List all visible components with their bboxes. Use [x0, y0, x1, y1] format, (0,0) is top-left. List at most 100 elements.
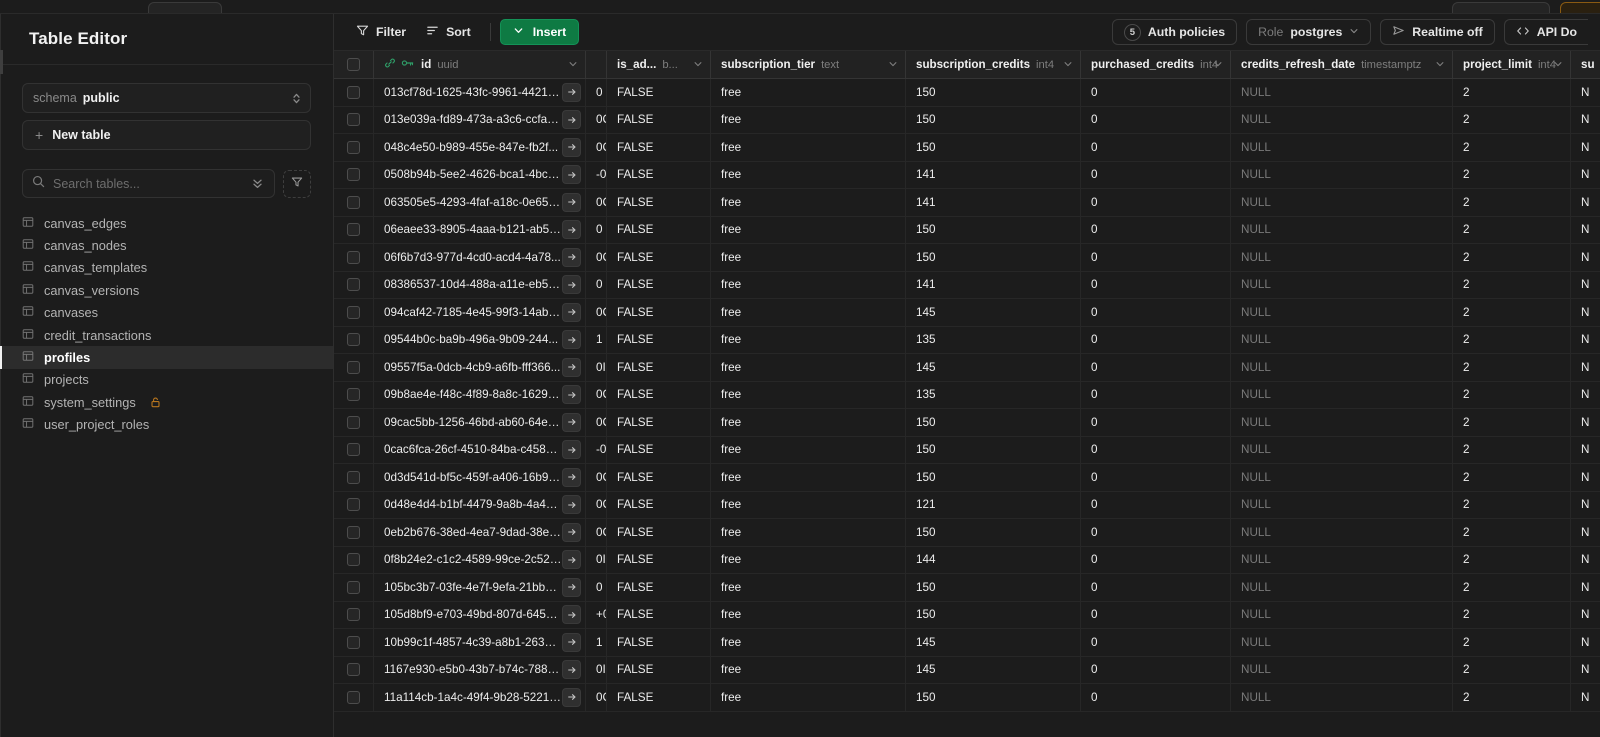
cell-project-limit[interactable]: 2 [1453, 189, 1571, 216]
cell-subscription-credits[interactable]: 141 [906, 189, 1081, 216]
cell-is-admin[interactable]: FALSE [607, 464, 711, 491]
cell-truncated[interactable]: N [1571, 684, 1600, 711]
column-header-subscription-credits[interactable]: subscription_credits int4 [906, 51, 1081, 78]
select-all-cell[interactable] [334, 51, 374, 78]
cell-subscription-credits[interactable]: 145 [906, 354, 1081, 381]
cell-subscription-tier[interactable]: free [711, 519, 906, 546]
cell-subscription-tier[interactable]: free [711, 381, 906, 408]
cell-subscription-credits[interactable]: 150 [906, 409, 1081, 436]
cell-purchased-credits[interactable]: 0 [1081, 299, 1231, 326]
column-header-purchased-credits[interactable]: purchased_credits int4 [1081, 51, 1231, 78]
row-select-cell[interactable] [334, 134, 374, 161]
cell-id[interactable]: 0cac6fca-26cf-4510-84ba-c4580... [374, 436, 586, 463]
table-row[interactable]: 11a114cb-1a4c-49f4-9b28-52219ec... 0CFALS… [334, 684, 1600, 712]
cell-is-admin[interactable]: FALSE [607, 491, 711, 518]
cell-subscription-credits[interactable]: 150 [906, 574, 1081, 601]
cell-project-limit[interactable]: 2 [1453, 106, 1571, 133]
row-checkbox[interactable] [347, 278, 360, 292]
row-select-cell[interactable] [334, 161, 374, 188]
column-header-is-admin[interactable]: is_ad... b... [607, 51, 711, 78]
expand-row-button[interactable] [562, 137, 581, 157]
cell-subscription-tier[interactable]: free [711, 79, 906, 106]
column-header-project-limit[interactable]: project_limit int4 [1453, 51, 1571, 78]
cell-purchased-credits[interactable]: 0 [1081, 546, 1231, 573]
cell-credits-refresh-date[interactable]: NULL [1231, 409, 1453, 436]
cell-purchased-credits[interactable]: 0 [1081, 271, 1231, 298]
cell-subscription-credits[interactable]: 150 [906, 79, 1081, 106]
cell-project-limit[interactable]: 2 [1453, 601, 1571, 628]
row-select-cell[interactable] [334, 106, 374, 133]
cell-hidden-fragment[interactable]: 0 [586, 79, 607, 106]
cell-id[interactable]: 08386537-10d4-488a-a11e-eb5a6... [374, 271, 586, 298]
row-select-cell[interactable] [334, 464, 374, 491]
cell-subscription-credits[interactable]: 135 [906, 326, 1081, 353]
cell-id[interactable]: 0d3d541d-bf5c-459f-a406-16b93... [374, 464, 586, 491]
cell-project-limit[interactable]: 2 [1453, 574, 1571, 601]
sidebar-item-profiles[interactable]: profiles [0, 346, 333, 370]
cell-credits-refresh-date[interactable]: NULL [1231, 546, 1453, 573]
expand-row-button[interactable] [562, 632, 581, 652]
table-row[interactable]: 0508b94b-5ee2-4626-bca1-4bca... -0 FALSE fr… [334, 161, 1600, 189]
sidebar-item-canvas-versions[interactable]: canvas_versions [0, 279, 333, 301]
search-box[interactable] [22, 169, 275, 198]
cell-subscription-credits[interactable]: 150 [906, 464, 1081, 491]
cell-truncated[interactable]: N [1571, 272, 1600, 299]
cell-project-limit[interactable]: 2 [1453, 629, 1571, 656]
row-checkbox[interactable] [347, 195, 360, 209]
expand-row-button[interactable] [562, 385, 581, 405]
table-row[interactable]: 105d8bf9-e703-49bd-807d-645e... +0FALSEfr… [334, 601, 1600, 629]
cell-id[interactable]: 09557f5a-0dcb-4cb9-a6fb-fff366... [374, 354, 586, 381]
table-row[interactable]: 063505e5-4293-4faf-a18c-0e65b... 0CFALSEf… [334, 189, 1600, 217]
cell-subscription-tier[interactable]: free [711, 106, 906, 133]
cell-truncated[interactable]: N [1571, 79, 1600, 106]
cell-purchased-credits[interactable]: 0 [1081, 216, 1231, 243]
row-checkbox[interactable] [347, 223, 360, 237]
cell-subscription-tier[interactable]: free [711, 354, 906, 381]
cell-hidden-fragment[interactable]: 0C [586, 491, 607, 518]
cell-hidden-fragment[interactable]: 0 [586, 271, 607, 298]
cell-project-limit[interactable]: 2 [1453, 436, 1571, 463]
table-row[interactable]: 08386537-10d4-488a-a11e-eb5a6... 0 FALSE fr… [334, 271, 1600, 299]
cell-credits-refresh-date[interactable]: NULL [1231, 161, 1453, 188]
select-all-checkbox[interactable] [347, 58, 360, 71]
cell-subscription-credits[interactable]: 144 [906, 546, 1081, 573]
cell-id[interactable]: 06eaee33-8905-4aaa-b121-ab552... [374, 216, 586, 243]
cell-credits-refresh-date[interactable]: NULL [1231, 684, 1453, 711]
table-row[interactable]: 013e039a-fd89-473a-a3c6-ccfa9... 0CFALSEf… [334, 106, 1600, 134]
sidebar-item-system-settings[interactable]: system_settings [0, 391, 333, 413]
cell-truncated[interactable]: N [1571, 409, 1600, 436]
cell-is-admin[interactable]: FALSE [607, 79, 711, 106]
cell-truncated[interactable]: N [1571, 464, 1600, 491]
cell-purchased-credits[interactable]: 0 [1081, 161, 1231, 188]
chevron-down-icon[interactable] [1213, 56, 1223, 74]
cell-subscription-credits[interactable]: 150 [906, 106, 1081, 133]
cell-id[interactable]: 09544b0c-ba9b-496a-9b09-244... [374, 326, 586, 353]
cell-credits-refresh-date[interactable]: NULL [1231, 134, 1453, 161]
cell-is-admin[interactable]: FALSE [607, 574, 711, 601]
table-row[interactable]: 09cac5bb-1256-46bd-ab60-64ed... 0CFALSEfr… [334, 409, 1600, 437]
expand-row-button[interactable] [562, 165, 581, 185]
row-select-cell[interactable] [334, 354, 374, 381]
filter-tables-button[interactable] [283, 169, 311, 198]
expand-row-button[interactable] [562, 247, 581, 267]
cell-id[interactable]: 0f8b24e2-c1c2-4589-99ce-2c52d... [374, 546, 586, 573]
cell-is-admin[interactable]: FALSE [607, 134, 711, 161]
cell-truncated[interactable]: N [1571, 327, 1600, 354]
row-select-cell[interactable] [334, 519, 374, 546]
cell-subscription-tier[interactable]: free [711, 409, 906, 436]
expand-row-button[interactable] [562, 605, 581, 625]
cell-subscription-credits[interactable]: 150 [906, 134, 1081, 161]
cell-purchased-credits[interactable]: 0 [1081, 326, 1231, 353]
row-select-cell[interactable] [334, 601, 374, 628]
cell-credits-refresh-date[interactable]: NULL [1231, 519, 1453, 546]
row-select-cell[interactable] [334, 546, 374, 573]
expand-row-button[interactable] [562, 495, 581, 515]
cell-subscription-credits[interactable]: 145 [906, 656, 1081, 683]
cell-hidden-fragment[interactable]: 0C [586, 409, 607, 436]
cell-truncated[interactable]: N [1571, 437, 1600, 464]
cell-subscription-tier[interactable]: free [711, 629, 906, 656]
chevron-down-icon[interactable] [888, 56, 898, 74]
cell-credits-refresh-date[interactable]: NULL [1231, 436, 1453, 463]
cell-project-limit[interactable]: 2 [1453, 299, 1571, 326]
table-row[interactable]: 048c4e50-b989-455e-847e-fb2f... 0CFALSEfr… [334, 134, 1600, 162]
